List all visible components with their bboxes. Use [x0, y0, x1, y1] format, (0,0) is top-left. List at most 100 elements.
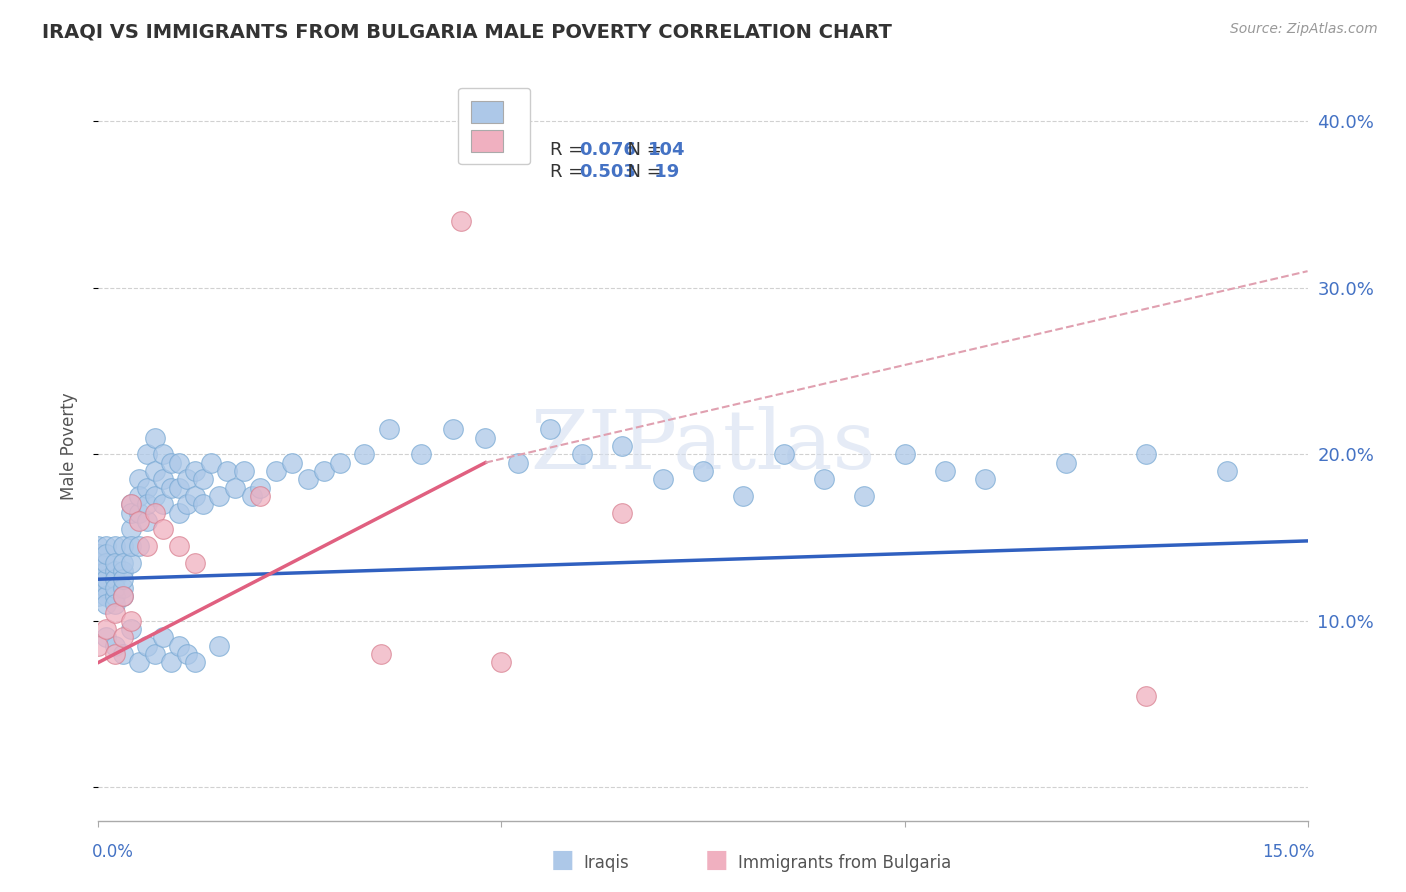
Point: [120, 539, 142, 553]
Text: 104: 104: [648, 141, 686, 159]
Point: [370, 647, 392, 661]
Point: [128, 489, 150, 503]
Point: [249, 489, 271, 503]
Point: [103, 556, 125, 570]
Point: [160, 456, 183, 470]
Point: [103, 606, 125, 620]
Point: [111, 556, 134, 570]
Point: [96, 564, 118, 578]
Text: IRAQI VS IMMIGRANTS FROM BULGARIA MALE POVERTY CORRELATION CHART: IRAQI VS IMMIGRANTS FROM BULGARIA MALE P…: [42, 22, 891, 41]
Point: [120, 622, 142, 636]
Point: [111, 647, 134, 661]
Point: [87, 539, 110, 553]
Text: 0.503: 0.503: [579, 163, 637, 181]
Point: [143, 431, 166, 445]
Point: [538, 422, 561, 436]
Point: [120, 497, 142, 511]
Point: [143, 506, 166, 520]
Point: [103, 564, 125, 578]
Point: [128, 539, 150, 553]
Point: [111, 631, 134, 645]
Text: N =: N =: [616, 141, 668, 159]
Point: [692, 464, 714, 478]
Point: [193, 497, 215, 511]
Point: [120, 614, 142, 628]
Text: Immigrants from Bulgaria: Immigrants from Bulgaria: [738, 855, 952, 872]
Point: [152, 472, 174, 486]
Point: [167, 456, 190, 470]
Point: [491, 656, 513, 670]
Text: 15.0%: 15.0%: [1263, 843, 1315, 861]
Point: [111, 581, 134, 595]
Point: [264, 464, 287, 478]
Point: [87, 547, 110, 561]
Point: [96, 556, 118, 570]
Point: [974, 472, 997, 486]
Point: [377, 422, 399, 436]
Point: [135, 481, 157, 495]
Point: [135, 539, 157, 553]
Point: [184, 489, 207, 503]
Point: [409, 447, 432, 461]
Point: [87, 581, 110, 595]
Point: [152, 497, 174, 511]
Point: [87, 589, 110, 603]
Point: [208, 639, 231, 653]
Point: [96, 539, 118, 553]
Point: [120, 556, 142, 570]
Point: [87, 564, 110, 578]
Point: [184, 556, 207, 570]
Point: [772, 447, 794, 461]
Point: [103, 647, 125, 661]
Point: [612, 506, 634, 520]
Point: [128, 514, 150, 528]
Point: [103, 597, 125, 611]
Point: [240, 489, 263, 503]
Point: [893, 447, 915, 461]
Point: [152, 631, 174, 645]
Point: [167, 506, 190, 520]
Point: [96, 589, 118, 603]
Point: [224, 481, 246, 495]
Point: [612, 439, 634, 453]
Point: [135, 514, 157, 528]
Point: [128, 472, 150, 486]
Text: 19: 19: [648, 163, 679, 181]
Point: [167, 539, 190, 553]
Text: 0.076: 0.076: [579, 141, 637, 159]
Point: [1135, 689, 1157, 703]
Text: Source: ZipAtlas.com: Source: ZipAtlas.com: [1230, 22, 1378, 37]
Point: [314, 464, 336, 478]
Point: [1135, 447, 1157, 461]
Point: [249, 481, 271, 495]
Text: R =: R =: [550, 163, 589, 181]
Point: [143, 647, 166, 661]
Point: [934, 464, 956, 478]
Point: [128, 656, 150, 670]
Legend: , : ,: [458, 88, 530, 164]
Point: [87, 639, 110, 653]
Point: [1216, 464, 1239, 478]
Point: [506, 456, 529, 470]
Point: [200, 456, 222, 470]
Point: [184, 656, 207, 670]
Point: [193, 472, 215, 486]
Point: [329, 456, 352, 470]
Point: [571, 447, 593, 461]
Point: [813, 472, 835, 486]
Point: [160, 656, 183, 670]
Point: [128, 506, 150, 520]
Text: R =: R =: [550, 141, 589, 159]
Point: [103, 639, 125, 653]
Point: [167, 639, 190, 653]
Point: [217, 464, 239, 478]
Point: [853, 489, 876, 503]
Point: [176, 472, 198, 486]
Point: [143, 489, 166, 503]
Point: [208, 489, 231, 503]
Point: [176, 647, 198, 661]
Point: [450, 214, 472, 228]
Point: [152, 522, 174, 536]
Text: 0.0%: 0.0%: [91, 843, 134, 861]
Point: [167, 481, 190, 495]
